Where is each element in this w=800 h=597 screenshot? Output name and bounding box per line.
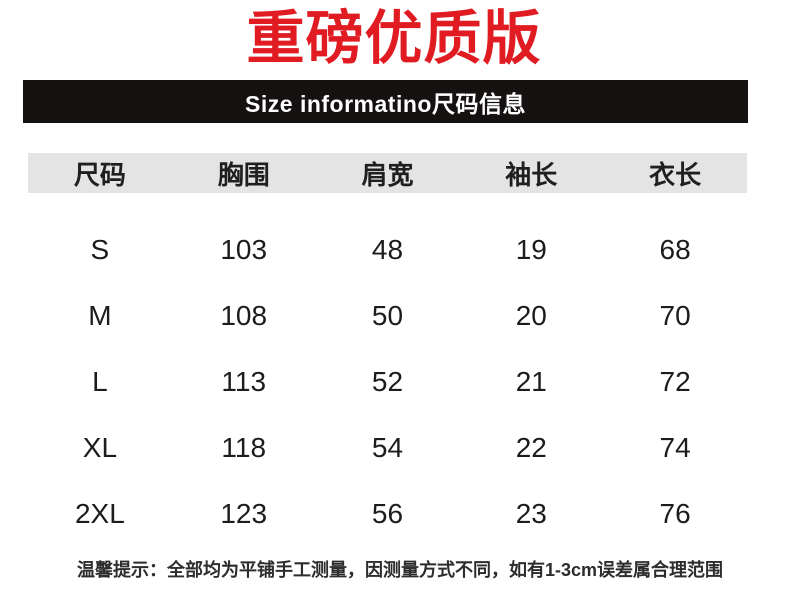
- length-value: 76: [659, 498, 691, 529]
- sleeve-value: 23: [515, 498, 547, 529]
- chest-value: 113: [221, 366, 267, 397]
- size-label: XL: [82, 432, 118, 463]
- column-header-sleeve: 袖长: [505, 159, 558, 190]
- chest-value: 103: [220, 234, 268, 265]
- table-row-s: S 103 48 19 68: [28, 217, 747, 283]
- shoulder-value: 48: [371, 234, 404, 265]
- table-row-l: L 113 52 21 72: [28, 349, 747, 415]
- page-title: 重磅优质版: [246, 6, 542, 71]
- shoulder-value: 52: [371, 366, 404, 397]
- chest-value: 108: [220, 300, 268, 331]
- column-header-size: 尺码: [73, 159, 126, 190]
- size-table-body: S 103 48 19 68 M 108 50 20 70 L 113 52 2…: [28, 193, 747, 547]
- shoulder-value: 50: [371, 300, 404, 331]
- length-value: 72: [659, 366, 691, 397]
- measurement-note: 温馨提示：全部均为平铺手工测量，因测量方式不同，如有1-3cm误差属合理范围: [76, 560, 724, 580]
- size-label: M: [88, 300, 112, 331]
- table-row-m: M 108 50 20 70: [28, 283, 747, 349]
- column-header-chest: 胸围: [217, 159, 270, 190]
- size-info-banner: Size informatino尺码信息: [23, 80, 748, 123]
- sleeve-value: 19: [515, 234, 547, 265]
- size-info-banner-label: Size informatino尺码信息: [245, 90, 526, 117]
- column-header-length: 衣长: [649, 159, 702, 190]
- sleeve-value: 20: [515, 300, 547, 331]
- sleeve-value: 21: [515, 366, 547, 397]
- size-table-header-row: 尺码 胸围 肩宽 袖长 衣长: [28, 153, 747, 193]
- sleeve-value: 22: [515, 432, 547, 463]
- shoulder-value: 56: [371, 498, 404, 529]
- length-value: 74: [659, 432, 691, 463]
- chest-value: 123: [220, 498, 268, 529]
- column-header-shoulder: 肩宽: [361, 159, 414, 190]
- size-label: S: [90, 234, 110, 265]
- length-value: 68: [659, 234, 691, 265]
- length-value: 70: [659, 300, 691, 331]
- size-label: 2XL: [74, 498, 125, 529]
- chest-value: 118: [221, 432, 267, 463]
- table-row-2xl: 2XL 123 56 23 76: [28, 481, 747, 547]
- table-row-xl: XL 118 54 22 74: [28, 415, 747, 481]
- size-label: L: [92, 366, 108, 397]
- size-table: 尺码 胸围 肩宽 袖长 衣长 S 103 48 19 68 M 108 50 2…: [28, 153, 747, 547]
- shoulder-value: 54: [371, 432, 404, 463]
